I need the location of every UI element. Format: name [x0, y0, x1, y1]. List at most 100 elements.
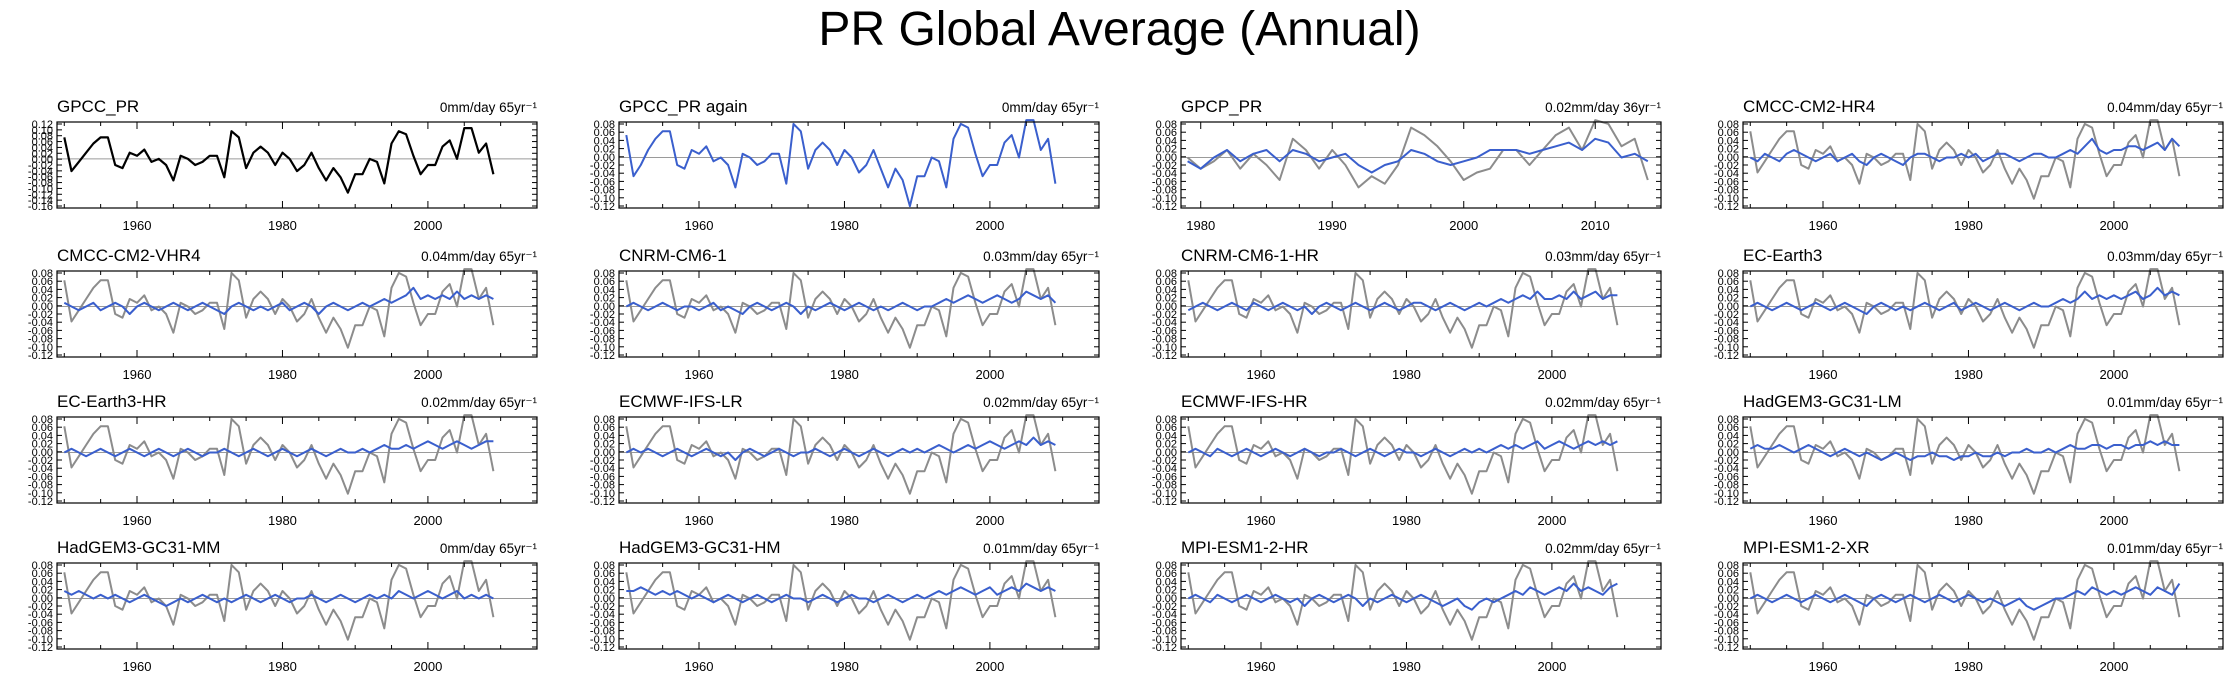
- x-tick-label: 2000: [1537, 367, 1566, 382]
- model-series-line: [1187, 137, 1649, 174]
- y-tick-label: -0.08: [28, 626, 53, 638]
- y-tick-label: 0.06: [1718, 568, 1739, 580]
- y-tick-label: 0.00: [1156, 447, 1177, 459]
- observation-series-line: [1187, 414, 1619, 495]
- y-tick-label: 0.06: [594, 422, 615, 434]
- x-tick-label: 2000: [413, 513, 442, 528]
- x-tick-label: 1980: [268, 659, 297, 674]
- y-tick-label: -0.12: [1714, 201, 1739, 213]
- x-tick-label: 1960: [1809, 218, 1838, 233]
- y-tick-label: -0.10: [590, 193, 615, 205]
- y-tick-label: -0.10: [1152, 488, 1177, 500]
- y-tick-label: -0.02: [1152, 160, 1177, 172]
- trend-label: 0mm/day 65yr⁻¹: [1002, 100, 1100, 115]
- y-tick-label: 0.06: [1156, 127, 1177, 139]
- y-tick-label: -0.12: [1152, 496, 1177, 508]
- y-tick-label: 0.04: [594, 135, 615, 147]
- y-tick-label: 0.00: [32, 154, 53, 166]
- x-tick-label: 1980: [1392, 367, 1421, 382]
- y-tick-label: 0.06: [1718, 276, 1739, 288]
- y-tick-label: -0.14: [28, 195, 53, 207]
- panel-title: HadGEM3-GC31-HM: [619, 538, 781, 557]
- x-tick-label: 2000: [2099, 218, 2128, 233]
- x-tick-label: 1990: [1318, 218, 1347, 233]
- y-tick-label: -0.06: [1714, 325, 1739, 337]
- y-tick-label: -0.12: [28, 496, 53, 508]
- observation-series-line: [1187, 268, 1619, 349]
- y-tick-label: -0.06: [1152, 471, 1177, 483]
- x-tick-label: 1980: [1954, 513, 1983, 528]
- y-tick-label: -0.08: [28, 480, 53, 492]
- y-tick-label: 0.02: [594, 439, 615, 451]
- x-tick-label: 1960: [123, 659, 152, 674]
- y-tick-label: -0.04: [28, 317, 53, 329]
- y-tick-label: 0.02: [32, 148, 53, 160]
- observation-series-line: [625, 560, 1057, 641]
- model-series-line: [1749, 440, 2180, 461]
- observation-series-line: [1749, 119, 2181, 200]
- panel-12: HadGEM3-GC31-LM 0.01mm/day 65yr⁻¹ 0.080.06…: [1714, 392, 2224, 528]
- y-tick-label: -0.10: [1714, 342, 1739, 354]
- observation-series-line: [1749, 560, 2181, 641]
- x-tick-label: 2000: [975, 218, 1004, 233]
- plot-frame: [56, 121, 538, 209]
- y-tick-label: -0.04: [1714, 168, 1739, 180]
- y-tick-label: -0.08: [1152, 185, 1177, 197]
- y-tick-label: -0.02: [28, 160, 53, 172]
- y-tick-label: 0.06: [1156, 422, 1177, 434]
- y-tick-label: 0.08: [1718, 268, 1739, 280]
- y-tick-label: -0.06: [590, 176, 615, 188]
- y-tick-label: -0.10: [1152, 193, 1177, 205]
- y-tick-label: 0.00: [1718, 152, 1739, 164]
- y-tick-label: -0.12: [1152, 201, 1177, 213]
- plot-frame: [618, 270, 1100, 358]
- y-tick-label: 0.00: [1718, 593, 1739, 605]
- x-tick-label: 2000: [1537, 513, 1566, 528]
- y-tick-label: 0.00: [594, 301, 615, 313]
- y-tick-label: -0.08: [1714, 334, 1739, 346]
- x-tick-label: 2000: [975, 513, 1004, 528]
- panel-title: HadGEM3-GC31-MM: [57, 538, 220, 557]
- y-tick-label: -0.02: [28, 601, 53, 613]
- y-tick-label: 0.04: [1156, 284, 1177, 296]
- y-tick-label: 0.00: [594, 593, 615, 605]
- y-tick-label: -0.10: [1714, 193, 1739, 205]
- y-tick-label: 0.08: [1718, 119, 1739, 131]
- x-tick-label: 1960: [1809, 513, 1838, 528]
- panel-title: MPI-ESM1-2-XR: [1743, 538, 1870, 557]
- y-tick-label: -0.10: [28, 488, 53, 500]
- y-tick-label: -0.02: [1152, 601, 1177, 613]
- x-tick-label: 1980: [268, 218, 297, 233]
- y-tick-label: -0.02: [590, 455, 615, 467]
- x-tick-label: 2000: [1449, 218, 1478, 233]
- x-tick-label: 1960: [1247, 513, 1276, 528]
- y-tick-label: 0.02: [32, 439, 53, 451]
- y-tick-label: 0.06: [594, 276, 615, 288]
- observation-series-line: [63, 560, 495, 641]
- y-tick-label: -0.08: [590, 626, 615, 638]
- x-tick-label: 2000: [975, 367, 1004, 382]
- x-tick-label: 1980: [830, 367, 859, 382]
- model-series-line: [1187, 290, 1618, 315]
- y-tick-label: -0.12: [1152, 350, 1177, 362]
- y-tick-label: -0.08: [1714, 185, 1739, 197]
- observation-series-line: [1187, 560, 1619, 641]
- y-tick-label: -0.04: [1152, 317, 1177, 329]
- x-tick-label: 1980: [830, 659, 859, 674]
- y-tick-label: -0.08: [1714, 480, 1739, 492]
- trend-label: 0mm/day 65yr⁻¹: [440, 100, 538, 115]
- panel-title: CMCC-CM2-VHR4: [57, 246, 201, 265]
- y-tick-label: -0.02: [28, 309, 53, 321]
- x-tick-label: 1980: [1954, 218, 1983, 233]
- y-tick-label: -0.04: [590, 463, 615, 475]
- y-tick-label: -0.04: [1714, 317, 1739, 329]
- y-tick-label: 0.02: [1718, 439, 1739, 451]
- y-tick-label: -0.08: [1152, 334, 1177, 346]
- y-tick-label: 0.04: [32, 142, 53, 154]
- y-tick-label: -0.16: [28, 201, 53, 213]
- y-tick-label: 0.04: [32, 576, 53, 588]
- x-tick-label: 1960: [1809, 659, 1838, 674]
- x-tick-label: 1960: [1809, 367, 1838, 382]
- trend-label: 0.01mm/day 65yr⁻¹: [983, 541, 1099, 556]
- y-tick-label: -0.12: [28, 189, 53, 201]
